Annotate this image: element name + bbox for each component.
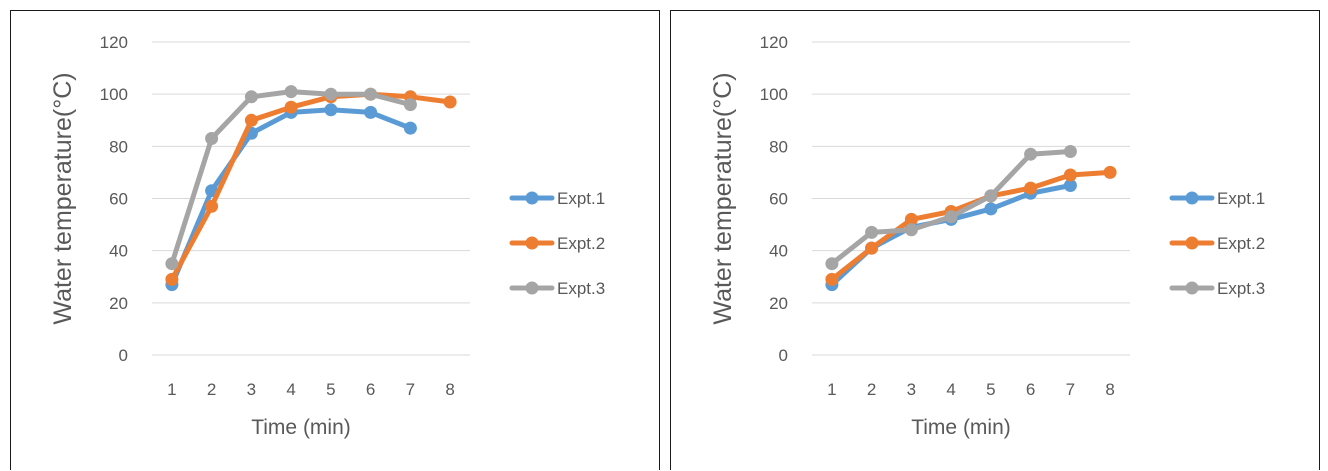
legend-item: Expt.2 [1169, 234, 1265, 253]
x-axis-title: Time (min) [911, 416, 1011, 439]
y-tick-label: 80 [109, 137, 128, 156]
legend-label: Expt.2 [1217, 234, 1265, 253]
y-tick-label: 100 [100, 85, 128, 104]
chart-panel-1: 0 20 40 60 80 100 120 1 2 3 4 5 6 7 8 Time (min) Water t… [10, 10, 660, 470]
data-point [284, 85, 298, 99]
data-point [865, 241, 879, 255]
x-tick-label: 5 [326, 380, 335, 399]
x-tick-label: 2 [207, 380, 216, 399]
data-point [244, 90, 258, 104]
data-point [1024, 147, 1038, 161]
data-point [1063, 145, 1077, 158]
legend-swatch-marker [525, 236, 539, 250]
legend-swatch-marker [525, 191, 539, 205]
data-point [284, 100, 298, 114]
legend-swatch-marker [525, 281, 539, 295]
legend-label: Expt.2 [557, 234, 605, 253]
x-tick-label: 3 [907, 380, 916, 399]
series-expt-1 [165, 103, 417, 292]
data-point [364, 87, 378, 101]
data-point [443, 95, 457, 109]
y-tick-label: 100 [760, 85, 788, 104]
y-tick-label: 0 [779, 346, 788, 365]
y-tick-label: 120 [100, 33, 128, 52]
line-chart-1: 0 20 40 60 80 100 120 1 2 3 4 5 6 7 8 Time (min) Water t… [49, 33, 605, 439]
data-point [865, 225, 879, 239]
data-point [403, 98, 417, 112]
series-expt-3 [165, 85, 417, 271]
line-chart-2: 0 20 40 60 80 100 120 1 2 3 4 5 6 7 8 Time (min) Water t… [709, 33, 1265, 439]
legend-swatch-marker [1185, 236, 1199, 250]
y-tick-label: 0 [119, 346, 128, 365]
data-point [205, 199, 219, 213]
y-axis-title: Water temperature(°C) [49, 72, 77, 324]
data-point [403, 121, 417, 135]
data-point [904, 223, 918, 237]
x-tick-label: 8 [1105, 380, 1114, 399]
x-tick-label: 4 [286, 380, 295, 399]
data-point [324, 87, 338, 101]
x-tick-label: 1 [167, 380, 176, 399]
legend-item: Expt.2 [509, 234, 605, 253]
x-tick-label: 8 [445, 380, 454, 399]
data-point [165, 272, 179, 286]
data-point [825, 272, 839, 286]
y-tick-label: 80 [769, 137, 788, 156]
data-point [984, 202, 998, 216]
data-point [1063, 168, 1077, 182]
x-axis-title: Time (min) [251, 416, 351, 439]
data-point [1024, 181, 1038, 195]
data-point [944, 210, 958, 224]
legend-item: Expt.3 [509, 279, 605, 298]
y-tick-label: 120 [760, 33, 788, 52]
series-line [169, 91, 453, 282]
x-tick-label: 7 [1066, 380, 1075, 399]
data-point [825, 257, 839, 271]
x-tick-label: 3 [247, 380, 256, 399]
x-tick-label: 5 [986, 380, 995, 399]
y-tick-label: 20 [769, 294, 788, 313]
legend-label: Expt.1 [557, 189, 605, 208]
data-point [324, 103, 338, 117]
legend-swatch-marker [1185, 281, 1199, 295]
legend-item: Expt.1 [1169, 189, 1265, 208]
y-tick-label: 60 [769, 190, 788, 209]
legend-item: Expt.3 [1169, 279, 1265, 298]
y-tick-label: 40 [769, 242, 788, 261]
data-point [244, 113, 258, 127]
legend-label: Expt.1 [1217, 189, 1265, 208]
series-expt-1 [825, 179, 1077, 292]
x-tick-label: 2 [867, 380, 876, 399]
x-tick-label: 7 [406, 380, 415, 399]
y-tick-label: 40 [109, 242, 128, 261]
data-point [205, 132, 219, 145]
data-point [904, 212, 918, 226]
x-tick-label: 4 [946, 380, 955, 399]
chart-panel-2: 0 20 40 60 80 100 120 1 2 3 4 5 6 7 8 Time (min) Water t… [670, 10, 1320, 470]
legend-item: Expt.1 [509, 189, 605, 208]
data-point [364, 105, 378, 119]
data-point [1103, 165, 1117, 179]
y-tick-label: 60 [109, 190, 128, 209]
legend-label: Expt.3 [557, 279, 605, 298]
y-tick-label: 20 [109, 294, 128, 313]
data-point [165, 257, 179, 271]
x-tick-label: 1 [827, 380, 836, 399]
x-tick-label: 6 [1026, 380, 1035, 399]
series-expt-3 [825, 145, 1077, 271]
y-axis-title: Water temperature(°C) [709, 72, 737, 324]
data-point [1063, 179, 1077, 192]
legend-label: Expt.3 [1217, 279, 1265, 298]
x-tick-label: 6 [366, 380, 375, 399]
data-point [984, 189, 998, 203]
legend-swatch-marker [1185, 191, 1199, 205]
